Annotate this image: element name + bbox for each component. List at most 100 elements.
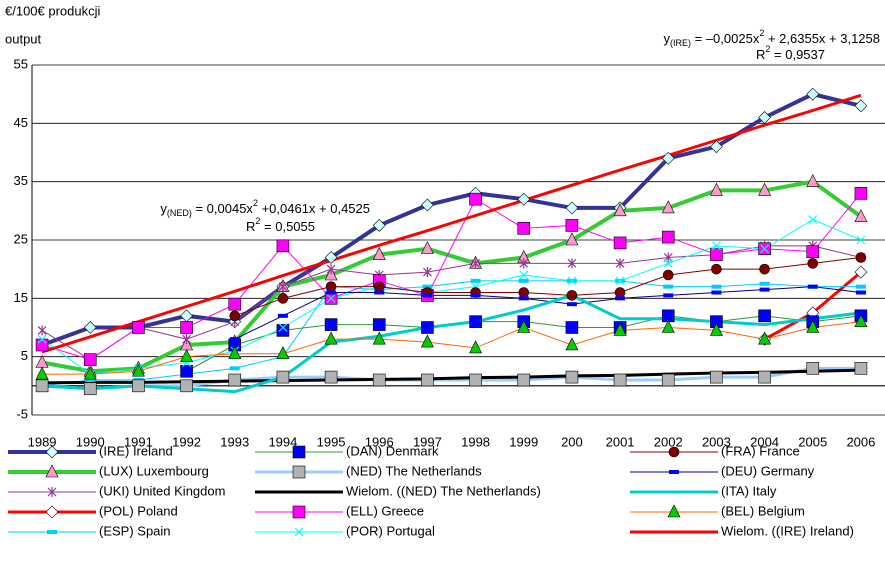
x-tick-label: 1995 <box>317 434 346 449</box>
marker <box>278 281 288 292</box>
marker <box>47 530 57 534</box>
y-axis-title: output <box>5 31 42 46</box>
annotation-r2: R2 = 0,9537 <box>756 44 825 62</box>
marker <box>855 252 867 263</box>
marker <box>566 290 578 301</box>
marker <box>421 373 434 387</box>
marker <box>132 379 145 393</box>
marker <box>372 318 386 331</box>
marker <box>182 334 192 345</box>
x-tick-label: 2003 <box>702 434 731 449</box>
marker <box>372 331 386 345</box>
marker <box>854 99 868 113</box>
r2-part: 2 <box>765 44 770 54</box>
marker <box>276 370 290 384</box>
marker <box>806 319 820 333</box>
marker <box>420 198 434 212</box>
marker <box>180 321 193 334</box>
legend-label: (POR) Portugal <box>346 523 435 538</box>
marker <box>518 296 529 301</box>
annotation: y(NED) = 0,0045x2 +0,0461x + 0,4525 <box>160 198 370 218</box>
marker <box>661 230 675 244</box>
marker <box>711 290 722 295</box>
marker <box>806 245 820 258</box>
marker <box>710 370 723 384</box>
marker <box>519 270 529 280</box>
series-line <box>42 321 861 375</box>
marker <box>229 310 241 322</box>
marker <box>294 527 304 537</box>
marker <box>567 276 577 286</box>
marker <box>669 470 679 474</box>
marker <box>518 287 530 298</box>
marker <box>45 445 59 459</box>
marker <box>758 182 772 196</box>
r2-part: = 0,5055 <box>260 219 315 234</box>
marker <box>565 201 579 215</box>
marker <box>422 284 433 289</box>
marker <box>292 505 306 519</box>
annotation-part: 2 <box>253 198 258 208</box>
annotation: y(IRE) = –0,0025x2 + 2,6355x + 3,1258 <box>664 28 880 48</box>
marker <box>35 379 49 393</box>
marker <box>373 281 385 292</box>
x-tick-label: 2006 <box>846 434 875 449</box>
legend-label: (ITA) Italy <box>721 483 777 498</box>
marker <box>517 222 531 235</box>
legend-label: (IRE) Ireland <box>99 443 173 458</box>
marker <box>759 287 770 292</box>
marker <box>45 505 59 519</box>
marker <box>517 319 531 333</box>
marker <box>326 293 336 303</box>
marker <box>37 325 47 336</box>
marker <box>324 331 338 345</box>
marker <box>228 297 242 311</box>
marker <box>663 284 674 289</box>
marker <box>710 248 723 261</box>
marker <box>229 337 240 342</box>
marker <box>324 318 338 331</box>
marker <box>613 203 627 217</box>
y-tick-label: 5 <box>21 348 28 363</box>
marker <box>709 182 723 196</box>
x-tick-label: 2005 <box>798 434 827 449</box>
marker <box>759 263 770 275</box>
x-tick-label: 1998 <box>461 434 490 449</box>
x-tick-label: 2004 <box>750 434 779 449</box>
marker <box>661 373 675 387</box>
legend-label: (POL) Poland <box>99 503 178 518</box>
marker <box>517 373 531 387</box>
marker <box>229 366 240 371</box>
marker <box>807 258 819 269</box>
annotation-part: (IRE) <box>670 38 691 48</box>
series-line <box>234 257 861 317</box>
x-tick-label: 2002 <box>654 434 683 449</box>
x-tick-label: 1991 <box>124 434 153 449</box>
marker <box>422 293 433 298</box>
series-line <box>41 179 863 374</box>
annotation-part: 2 <box>759 28 764 38</box>
marker <box>372 218 386 232</box>
marker <box>325 281 337 292</box>
legend-label: (ELL) Greece <box>346 503 424 518</box>
y-tick-label: 15 <box>14 290 28 305</box>
marker <box>470 278 481 283</box>
annotation-part: = –0,0025x <box>691 31 760 46</box>
y-tick-label: 35 <box>14 173 28 188</box>
x-tick-label: 1993 <box>220 434 249 449</box>
marker <box>615 296 626 301</box>
r2-part: = 0,9537 <box>770 47 825 62</box>
marker <box>760 244 770 254</box>
marker <box>132 321 145 334</box>
legend-label: Wielom. ((IRE) Ireland) <box>721 523 854 538</box>
legend-label: (DAN) Denmark <box>346 443 439 458</box>
marker <box>35 366 49 380</box>
marker <box>667 504 681 518</box>
series-line <box>42 280 861 387</box>
y-tick-label: 45 <box>14 115 28 130</box>
marker <box>613 322 627 336</box>
marker <box>277 313 288 318</box>
marker <box>374 290 385 295</box>
legend-label: (BEL) Belgium <box>721 503 805 518</box>
marker <box>808 215 818 225</box>
